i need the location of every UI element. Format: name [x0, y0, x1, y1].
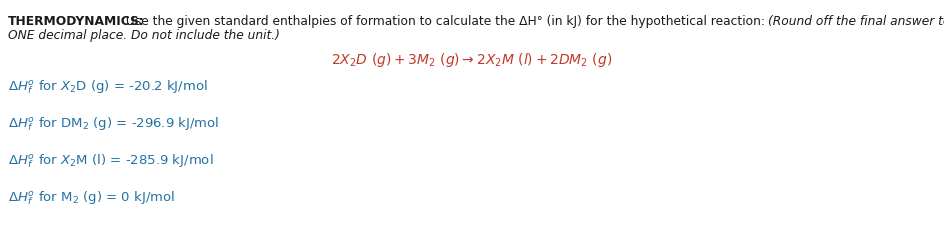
Text: $\Delta H^o_f$ for $X_2$D (g) = -20.2 kJ/mol: $\Delta H^o_f$ for $X_2$D (g) = -20.2 kJ…	[8, 78, 208, 96]
Text: $2X_2D\ (g) + 3M_2\ (g) \rightarrow 2X_2M\ (l) + 2DM_2\ (g)$: $2X_2D\ (g) + 3M_2\ (g) \rightarrow 2X_2…	[331, 51, 612, 69]
Text: $\Delta H^o_f$ for $X_2$M (l) = -285.9 kJ/mol: $\Delta H^o_f$ for $X_2$M (l) = -285.9 k…	[8, 152, 213, 170]
Text: ONE decimal place. Do not include the unit.): ONE decimal place. Do not include the un…	[8, 29, 279, 42]
Text: Use the given standard enthalpies of formation to calculate the ΔH° (in kJ) for : Use the given standard enthalpies of for…	[118, 15, 767, 28]
Text: THERMODYNAMICS:: THERMODYNAMICS:	[8, 15, 144, 28]
Text: (Round off the final answer to: (Round off the final answer to	[767, 15, 944, 28]
Text: $\Delta H^o_f$ for M$_2$ (g) = 0 kJ/mol: $\Delta H^o_f$ for M$_2$ (g) = 0 kJ/mol	[8, 189, 175, 207]
Text: $\Delta H^o_f$ for DM$_2$ (g) = -296.9 kJ/mol: $\Delta H^o_f$ for DM$_2$ (g) = -296.9 k…	[8, 115, 219, 133]
